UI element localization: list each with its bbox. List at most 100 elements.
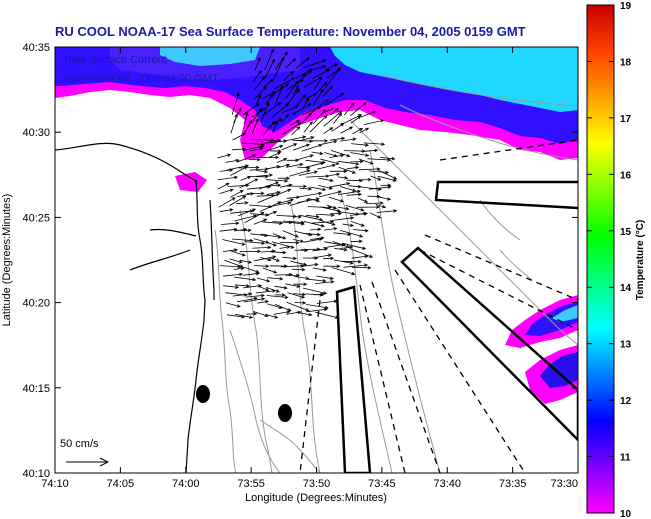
- current-vector: [309, 115, 328, 133]
- dashed-radial: [419, 249, 578, 331]
- current-vector: [285, 80, 299, 100]
- current-vector: [256, 94, 261, 105]
- current-vector: [338, 166, 357, 174]
- current-vector: [333, 112, 343, 124]
- y-tick-label: 40:35: [22, 42, 50, 54]
- current-vector: [295, 94, 306, 107]
- current-vector: [339, 186, 357, 192]
- current-vector: [225, 158, 240, 163]
- current-vector: [330, 107, 339, 116]
- current-vector: [237, 296, 258, 303]
- dashed-radial: [394, 269, 526, 473]
- current-vector: [254, 86, 267, 100]
- colorbar-ticks: 19 18 17 16 15 14 13 12 11 10: [587, 1, 632, 519]
- current-vector: [314, 81, 328, 96]
- current-vector: [299, 214, 324, 222]
- x-tick-label: 74:05: [107, 478, 135, 490]
- current-vector: [279, 240, 300, 245]
- study-box-south: [335, 285, 372, 473]
- x-tick-label: 73:50: [303, 478, 331, 490]
- current-vector: [321, 220, 336, 226]
- current-vector: [345, 205, 365, 212]
- current-vector: [305, 214, 320, 219]
- current-vector: [273, 77, 296, 90]
- contour-line: [214, 229, 237, 473]
- current-vector: [359, 127, 370, 134]
- current-vector: [274, 85, 284, 106]
- current-vector: [238, 208, 257, 217]
- current-vector: [294, 276, 310, 280]
- current-vector: [255, 175, 269, 179]
- current-vector: [307, 205, 332, 210]
- current-vector: [297, 191, 323, 198]
- current-vector: [263, 79, 275, 88]
- current-vector: [356, 212, 369, 216]
- current-vector: [245, 293, 265, 298]
- current-vector: [328, 196, 344, 203]
- current-vector: [243, 297, 266, 303]
- current-vector: [333, 232, 352, 236]
- current-vector: [306, 307, 329, 313]
- current-vector: [235, 313, 254, 319]
- current-vector: [328, 182, 351, 188]
- current-vector: [254, 264, 270, 268]
- current-vector: [243, 271, 260, 276]
- current-vector: [219, 264, 242, 269]
- current-vector: [269, 257, 280, 262]
- current-vector: [380, 156, 396, 161]
- station-marker[interactable]: [196, 385, 210, 403]
- current-vector: [311, 220, 335, 224]
- current-vector: [265, 183, 282, 188]
- current-vector: [231, 147, 247, 151]
- study-boxes: [335, 180, 578, 473]
- contour-line: [349, 119, 578, 346]
- current-vector: [338, 189, 362, 195]
- x-tick-label: 73:30: [550, 478, 578, 490]
- current-vector: [377, 175, 397, 182]
- current-vector: [351, 143, 370, 147]
- current-vector: [297, 197, 320, 203]
- current-vector: [350, 115, 362, 124]
- current-vector: [239, 259, 253, 264]
- current-vector: [252, 245, 272, 250]
- current-vector: [285, 58, 297, 69]
- current-vector: [302, 232, 322, 237]
- current-vector: [291, 267, 306, 272]
- station-marker[interactable]: [278, 404, 292, 422]
- current-vector: [273, 310, 291, 315]
- current-vector: [233, 266, 245, 271]
- current-vector: [248, 157, 261, 162]
- current-vector: [311, 151, 324, 156]
- current-vector: [231, 92, 240, 115]
- current-vector: [312, 69, 331, 79]
- overlay-line2: November 04, 2005 02:00 GMT: [64, 73, 219, 85]
- current-vector: [370, 175, 382, 181]
- dashed-radial: [424, 234, 578, 301]
- contour-line: [399, 104, 578, 161]
- current-vector: [301, 143, 323, 152]
- map-area[interactable]: Raw Surface Current November 04, 2005 02…: [55, 47, 578, 473]
- current-vector: [343, 263, 369, 268]
- current-vector: [292, 84, 299, 95]
- current-vector: [275, 51, 288, 70]
- current-vector: [244, 211, 265, 224]
- current-vector: [322, 85, 334, 97]
- current-vector: [272, 120, 278, 133]
- current-vector: [316, 213, 335, 217]
- current-vector: [350, 102, 367, 117]
- current-vector: [217, 153, 232, 159]
- current-vector: [312, 247, 329, 252]
- bathymetry-contours: [214, 74, 578, 473]
- current-vector: [278, 188, 292, 195]
- scale-arrow-head: [99, 457, 110, 467]
- current-vector: [218, 197, 236, 208]
- current-vector: [229, 250, 246, 257]
- current-vector: [230, 113, 238, 134]
- current-vector: [282, 256, 298, 261]
- current-vector: [323, 243, 347, 249]
- coastline-main: [185, 179, 206, 473]
- colorbar-tick-label: 13: [620, 340, 632, 351]
- current-vector: [290, 222, 305, 226]
- current-vector: [289, 120, 301, 126]
- dashed-radial: [371, 281, 441, 473]
